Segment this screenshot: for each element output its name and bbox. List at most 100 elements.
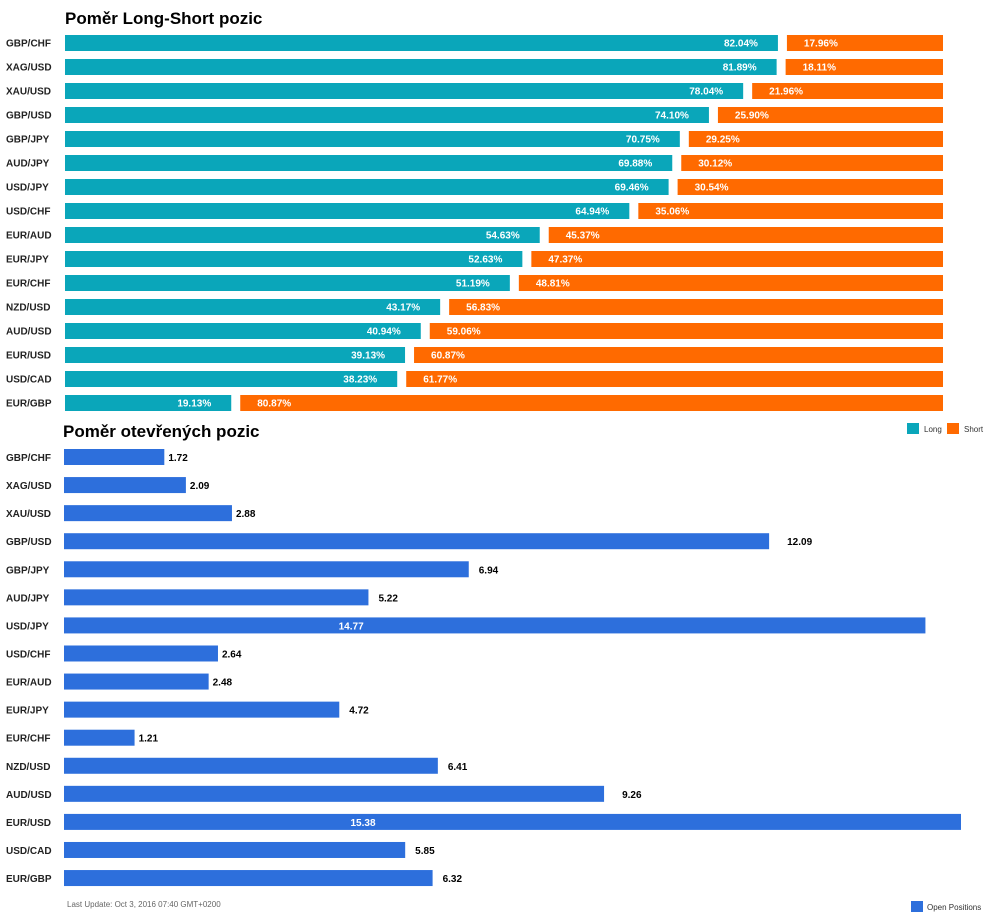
category-label: USD/JPY	[6, 183, 49, 194]
data-label-short: 30.54%	[695, 183, 729, 194]
data-label-short: 25.90%	[735, 111, 769, 122]
bar-open-positions	[64, 757, 438, 774]
data-label-long: 69.88%	[618, 159, 652, 170]
data-label-short: 80.87%	[257, 399, 291, 410]
category-label: EUR/CHF	[6, 279, 50, 290]
bar-short	[786, 35, 943, 51]
bar-long	[65, 371, 398, 387]
legend-label-open-positions: Open Positions	[927, 903, 981, 912]
legend-label-long: Long	[924, 425, 942, 434]
data-label-open-positions: 6.32	[443, 874, 463, 885]
data-label-open-positions: 15.38	[350, 818, 375, 829]
bar-short	[677, 179, 943, 195]
data-label-short: 17.96%	[804, 39, 838, 50]
bar-long	[65, 59, 777, 75]
data-label-open-positions: 9.26	[622, 790, 642, 801]
category-label: EUR/JPY	[6, 706, 49, 717]
bar-short	[531, 251, 943, 267]
data-label-long: 40.94%	[367, 327, 401, 338]
category-label: AUD/JPY	[6, 593, 50, 604]
category-label: GBP/JPY	[6, 565, 50, 576]
category-label: EUR/JPY	[6, 255, 49, 266]
bar-open-positions	[64, 645, 218, 662]
category-label: AUD/USD	[6, 327, 52, 338]
category-label: XAG/USD	[6, 63, 52, 74]
data-label-open-positions: 2.09	[190, 481, 210, 492]
data-label-open-positions: 2.48	[213, 678, 233, 689]
bar-open-positions	[64, 449, 165, 465]
bar-long	[65, 35, 778, 51]
data-label-short: 59.06%	[447, 327, 481, 338]
bar-open-positions	[64, 813, 961, 830]
data-label-open-positions: 5.85	[415, 846, 435, 857]
bar-open-positions	[64, 617, 926, 634]
category-label: GBP/CHF	[6, 453, 51, 464]
category-label: GBP/CHF	[6, 39, 51, 50]
bar-open-positions	[64, 870, 433, 887]
data-label-short: 56.83%	[466, 303, 500, 314]
data-label-short: 18.11%	[803, 63, 836, 74]
data-label-long: 82.04%	[724, 39, 758, 50]
data-label-short: 35.06%	[655, 207, 689, 218]
category-label: GBP/USD	[6, 537, 52, 548]
category-label: GBP/USD	[6, 111, 52, 122]
data-label-long: 81.89%	[723, 63, 757, 74]
category-label: EUR/USD	[6, 351, 51, 362]
category-label: USD/JPY	[6, 621, 49, 632]
bar-long	[65, 227, 540, 243]
bar-long	[65, 83, 744, 99]
data-label-long: 19.13%	[177, 399, 211, 410]
data-label-long: 74.10%	[655, 111, 689, 122]
data-label-short: 30.12%	[698, 159, 732, 170]
bar-open-positions	[64, 477, 186, 494]
last-update-text: Last Update: Oct 3, 2016 07:40 GMT+0200	[67, 900, 221, 909]
data-label-long: 43.17%	[386, 303, 420, 314]
data-label-open-positions: 6.94	[479, 565, 499, 576]
data-label-open-positions: 2.88	[236, 509, 256, 520]
category-label: USD/CAD	[6, 375, 52, 386]
data-label-short: 21.96%	[769, 87, 803, 98]
bar-open-positions	[64, 673, 209, 690]
category-label: USD/CAD	[6, 846, 52, 857]
data-label-long: 78.04%	[689, 87, 723, 98]
data-label-long: 51.19%	[456, 279, 490, 290]
bar-short	[681, 155, 943, 171]
data-label-open-positions: 4.72	[349, 706, 369, 717]
bar-long	[65, 347, 406, 363]
bar-open-positions	[64, 701, 340, 718]
category-label: EUR/GBP	[6, 874, 52, 885]
data-label-open-positions: 6.41	[448, 762, 468, 773]
data-label-long: 64.94%	[575, 207, 609, 218]
bar-short	[548, 227, 943, 243]
category-label: XAG/USD	[6, 481, 52, 492]
bar-short	[688, 131, 943, 147]
bar-open-positions	[64, 561, 469, 578]
bar-long	[65, 131, 680, 147]
bar-long	[65, 323, 421, 339]
data-label-long: 54.63%	[486, 231, 520, 242]
chart-title-open-positions: Poměr otevřených pozic	[63, 422, 260, 441]
bar-long	[65, 179, 669, 195]
data-label-open-positions: 2.64	[222, 649, 242, 660]
chart-title-long-short: Poměr Long-Short pozic	[65, 9, 263, 28]
legend-swatch-long	[907, 423, 919, 434]
legend-swatch-open-positions	[911, 901, 923, 912]
category-label: NZD/USD	[6, 303, 50, 314]
category-label: EUR/GBP	[6, 399, 52, 410]
bar-long	[65, 155, 673, 171]
bar-short	[406, 371, 943, 387]
bar-short	[518, 275, 943, 291]
data-label-short: 48.81%	[536, 279, 570, 290]
data-label-short: 45.37%	[566, 231, 600, 242]
data-label-long: 70.75%	[626, 135, 660, 146]
category-label: XAU/USD	[6, 87, 51, 98]
data-label-short: 60.87%	[431, 351, 465, 362]
data-label-long: 52.63%	[468, 255, 502, 266]
bar-long	[65, 395, 232, 411]
category-label: USD/CHF	[6, 649, 50, 660]
bar-short	[638, 203, 943, 219]
legend-label-short: Short	[964, 425, 984, 434]
data-label-short: 61.77%	[423, 375, 457, 386]
data-label-short: 47.37%	[548, 255, 582, 266]
